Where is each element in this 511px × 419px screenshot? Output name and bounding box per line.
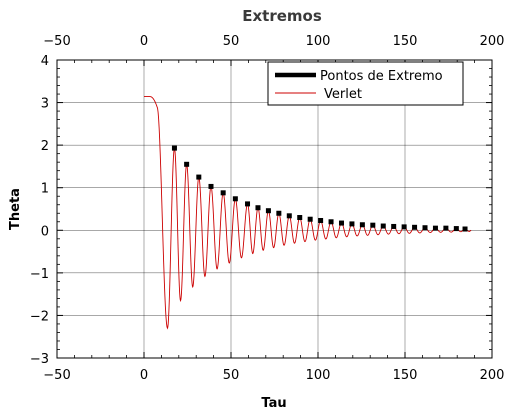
- x-tick-label-bottom: 150: [393, 368, 418, 383]
- extreme-point-marker: [184, 161, 190, 167]
- y-tick-label: −3: [30, 352, 49, 367]
- extreme-point-marker: [196, 174, 202, 180]
- y-tick-label: −1: [30, 267, 49, 282]
- x-tick-label-top: −50: [43, 34, 70, 49]
- extreme-point-marker: [232, 196, 238, 202]
- y-tick-label: 2: [41, 139, 49, 154]
- tick-labels: −50 −50 0 0 50 50 100 100 150 150 200 200 −3 −2 −1 0 1 2 3…: [30, 34, 505, 383]
- extreme-point-marker: [286, 213, 292, 219]
- extreme-point-marker: [220, 190, 226, 196]
- extreme-point-marker: [328, 219, 334, 225]
- plot-area: [144, 96, 472, 330]
- extreme-point-marker: [432, 225, 438, 231]
- x-tick-label-top: 150: [393, 34, 418, 49]
- extreme-point-marker: [208, 183, 214, 189]
- x-tick-label-bottom: 100: [306, 368, 331, 383]
- extreme-point-marker: [422, 225, 428, 231]
- x-tick-label-bottom: 50: [223, 368, 240, 383]
- x-tick-label-top: 100: [306, 34, 331, 49]
- y-tick-label: −2: [30, 309, 49, 324]
- x-axis-label: Tau: [261, 396, 286, 411]
- extreme-point-marker: [338, 220, 344, 226]
- x-tick-label-bottom: −50: [43, 368, 70, 383]
- y-tick-label: 3: [41, 97, 49, 112]
- extreme-point-marker: [349, 221, 355, 227]
- legend-label-verlet: Verlet: [324, 87, 362, 102]
- y-tick-label: 0: [41, 224, 49, 239]
- plot-frame: [56, 59, 493, 359]
- extreme-point-marker: [453, 226, 459, 232]
- extreme-point-marker: [443, 225, 449, 231]
- extreme-point-marker: [297, 215, 303, 221]
- legend-label-extremes: Pontos de Extremo: [320, 69, 443, 84]
- extreme-point-marker: [307, 216, 313, 222]
- extreme-point-marker: [276, 210, 282, 216]
- verlet-line: [144, 96, 472, 330]
- extreme-point-marker: [462, 226, 468, 232]
- x-tick-label-top: 50: [223, 34, 240, 49]
- legend-box: [267, 61, 464, 106]
- extreme-point-marker: [412, 224, 418, 230]
- extreme-point-marker: [391, 223, 397, 229]
- y-axis-label: Theta: [8, 188, 23, 230]
- series-layer: [144, 96, 472, 330]
- extreme-point-marker: [255, 205, 261, 211]
- ticks: [56, 59, 493, 359]
- chart-title: Extremos: [242, 7, 322, 25]
- y-tick-label: 1: [41, 182, 49, 197]
- y-tick-label: 4: [41, 54, 49, 69]
- extreme-point-marker: [245, 201, 251, 207]
- extreme-point-marker: [318, 217, 324, 223]
- x-tick-label-bottom: 0: [140, 368, 148, 383]
- extreme-point-marker: [401, 224, 407, 230]
- extreme-point-marker: [370, 222, 376, 228]
- x-tick-label-bottom: 200: [480, 368, 505, 383]
- legend: Pontos de Extremo Verlet: [267, 61, 464, 106]
- extreme-point-marker: [265, 208, 271, 214]
- extreme-point-marker: [359, 222, 365, 228]
- extreme-point-marker: [380, 223, 386, 229]
- x-tick-label-top: 0: [140, 34, 148, 49]
- x-tick-label-top: 200: [480, 34, 505, 49]
- extreme-point-marker: [171, 145, 177, 151]
